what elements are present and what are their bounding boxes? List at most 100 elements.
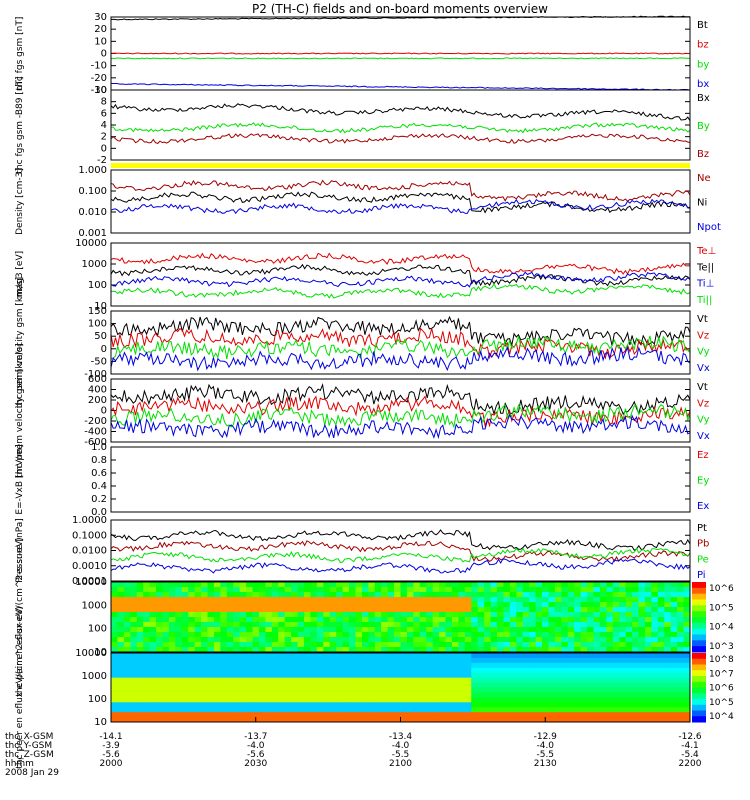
spectrogram-cell <box>554 687 562 693</box>
series-Bz <box>110 133 691 144</box>
spectrogram-cell <box>542 712 549 718</box>
spectrogram-cell <box>516 607 524 613</box>
spectrogram-cell <box>497 617 504 623</box>
spectrogram-cell <box>168 677 176 684</box>
spectrogram-cell <box>419 627 427 633</box>
spectrogram-cell <box>471 692 479 698</box>
spectrogram-cell <box>644 592 652 598</box>
spectrogram-cell <box>291 647 299 653</box>
spectrogram-cell <box>297 637 305 643</box>
spectrogram-cell <box>632 607 640 613</box>
spectrogram-cell <box>265 582 273 588</box>
spectrogram-cell <box>619 592 627 598</box>
spectrogram-cell <box>599 592 607 598</box>
spectrogram-cell <box>503 632 511 638</box>
spectrogram-cell <box>471 612 479 618</box>
spectrogram-cell <box>529 637 537 643</box>
spectrogram-cell <box>284 702 292 708</box>
spectrogram-cell <box>246 707 254 713</box>
spectrogram-cell <box>606 662 614 669</box>
spectrogram-cell <box>554 657 562 664</box>
spectrogram-cell <box>580 632 588 638</box>
spectrogram-cell <box>567 592 575 598</box>
spectrogram-cell <box>406 597 414 603</box>
spectrogram-cell <box>567 662 575 669</box>
spectrogram-cell <box>490 662 498 669</box>
spectrogram-cell <box>349 647 356 653</box>
spectrogram-cell <box>284 667 292 674</box>
spectrogram-cell <box>278 677 286 684</box>
spectrogram-cell <box>246 582 254 588</box>
spectrogram-cell <box>419 617 427 623</box>
spectrogram-cell <box>136 677 144 684</box>
spectrogram-cell <box>246 602 254 608</box>
spectrogram-cell <box>265 682 273 688</box>
spectrogram-cell <box>529 592 537 598</box>
spectrogram-cell <box>233 632 241 638</box>
spectrogram-cell <box>542 687 549 693</box>
spectrogram-cell <box>561 647 569 653</box>
spectrogram-cell <box>451 592 459 598</box>
spectrogram-cell <box>149 662 157 669</box>
spectrogram-cell <box>329 712 337 718</box>
spectrogram-cell <box>432 642 440 648</box>
spectrogram-cell <box>284 647 292 653</box>
spectrogram-cell <box>265 587 273 593</box>
spectrogram-cell <box>484 647 492 653</box>
spectrogram-cell <box>278 667 286 674</box>
spectrogram-cell <box>625 707 633 713</box>
spectrogram-cell <box>188 682 196 688</box>
spectrogram-cell <box>188 607 196 613</box>
y-tick-label: 1.000 <box>78 165 107 176</box>
spectrogram-cell <box>233 697 241 703</box>
spectrogram-cell <box>471 582 479 588</box>
spectrogram-cell <box>233 582 241 588</box>
spectrogram-cell <box>368 582 376 588</box>
spectrogram-cell <box>355 587 363 593</box>
spectrogram-cell <box>516 642 524 648</box>
spectrogram-cell <box>535 612 543 618</box>
spectrogram-cell <box>651 632 659 638</box>
spectrogram-cell <box>657 657 665 664</box>
spectrogram-cell <box>252 612 260 618</box>
spectrogram-cell <box>387 667 395 674</box>
y-tick-label: -600 <box>84 437 107 448</box>
spectrogram-cell <box>400 602 408 608</box>
spectrogram-cell <box>130 702 138 708</box>
spectrogram-cell <box>632 637 640 643</box>
legend-Ez: Ez <box>697 450 709 461</box>
spectrogram-cell <box>136 672 144 679</box>
y-tick-label: 0.2 <box>91 494 107 505</box>
yellow-flag-bar <box>111 163 690 168</box>
spectrogram-cell <box>394 612 401 618</box>
spectrogram-cell <box>258 602 266 608</box>
spectrogram-cell <box>413 712 421 718</box>
spectrogram-cell <box>156 582 163 588</box>
spectrogram-cell <box>426 637 434 643</box>
spectrogram-cell <box>226 592 234 598</box>
spectrogram-cell <box>490 653 498 659</box>
spectrogram-cell <box>580 662 588 669</box>
spectrogram-cell <box>413 587 421 593</box>
spectrogram-cell <box>336 647 344 653</box>
spectrogram-cell <box>606 692 614 698</box>
spectrogram-cell <box>336 717 344 723</box>
spectrogram-cell <box>432 662 440 669</box>
spectrogram-cell <box>400 717 408 723</box>
spectrogram-cell <box>522 707 530 713</box>
spectrogram-cell <box>156 682 163 688</box>
spectrogram-cell <box>374 617 382 623</box>
y-tick-label: 1000 <box>82 671 107 682</box>
spectrogram-cell <box>683 637 691 643</box>
spectrogram-cell <box>258 612 266 618</box>
spectrogram-cell <box>542 692 549 698</box>
spectrogram-cell <box>522 602 530 608</box>
spectrogram-cell <box>439 627 447 633</box>
spectrogram-cell <box>529 617 537 623</box>
spectrogram-cell <box>413 672 421 679</box>
spectrogram-cell <box>207 657 215 664</box>
spectrogram-cell <box>471 672 479 679</box>
spectrogram-cell <box>503 657 511 664</box>
spectrogram-cell <box>284 637 292 643</box>
spectrogram-cell <box>194 582 202 588</box>
